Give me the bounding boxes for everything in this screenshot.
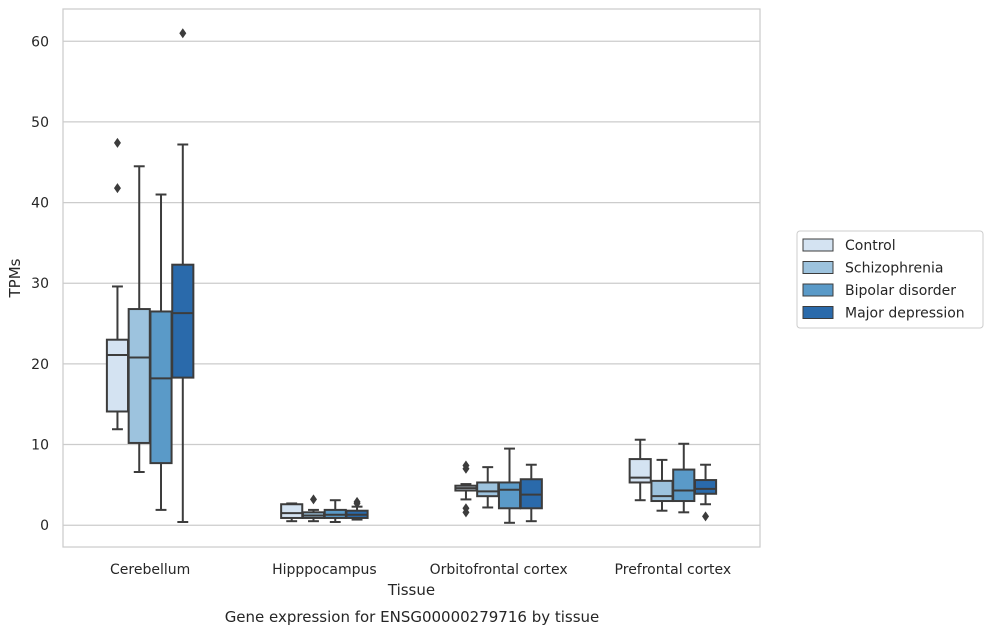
outlier-point <box>462 463 470 474</box>
legend-swatch <box>802 283 834 297</box>
box-body <box>497 481 522 510</box>
box-body <box>693 479 718 495</box>
x-tick-label: Cerebellum <box>110 562 190 578</box>
legend-label: Schizophrenia <box>845 261 943 277</box>
box-body <box>127 308 151 444</box>
outlier-point <box>353 498 361 509</box>
box <box>149 193 173 511</box>
legend-swatch <box>802 306 834 319</box>
box <box>519 463 543 523</box>
plot-area-frame <box>62 8 761 548</box>
chart-caption: Gene expression for ENSG00000279716 by t… <box>225 608 600 626</box>
x-tick-label: Prefrontal cortex <box>615 562 732 578</box>
box <box>693 463 718 522</box>
legend-label: Major depression <box>845 306 965 322</box>
box <box>105 137 130 431</box>
box <box>650 458 674 512</box>
y-axis-title: TPMs <box>6 258 24 298</box>
legend: Control Schizophrenia Bipolar disorder Majo… <box>796 230 984 329</box>
box <box>628 438 652 502</box>
legend-swatch <box>802 238 834 252</box>
y-tick-label: 60 <box>31 34 49 50</box>
box-body <box>628 458 652 484</box>
box <box>454 460 478 518</box>
box <box>280 502 304 523</box>
legend-label: Control <box>845 238 896 254</box>
outlier-point <box>113 137 121 148</box>
box-body <box>672 468 696 503</box>
legend-swatch <box>802 261 834 274</box>
box <box>301 494 326 523</box>
outlier-point <box>702 511 710 522</box>
box-body <box>105 338 130 413</box>
x-tick-label: Orbitofrontal cortex <box>430 562 568 578</box>
outlier-point <box>309 494 317 505</box>
y-tick-label: 30 <box>31 276 49 292</box>
y-tick-label: 0 <box>40 518 49 534</box>
box <box>672 442 696 514</box>
box-body <box>149 310 173 465</box>
legend-frame <box>796 230 984 329</box>
box <box>127 165 151 473</box>
outlier-point <box>113 183 121 194</box>
box <box>345 496 369 521</box>
outlier-point <box>179 28 187 39</box>
y-tick-label: 10 <box>31 438 49 454</box>
boxes <box>105 28 718 524</box>
box <box>171 28 195 523</box>
box-body <box>280 503 304 519</box>
box-body <box>171 263 195 379</box>
x-tick-label: Hipppocampus <box>272 562 377 578</box>
y-tick-label: 40 <box>31 196 49 212</box>
y-tick-label: 20 <box>31 357 49 373</box>
box <box>476 466 500 509</box>
box-body <box>476 481 500 498</box>
y-tick-label: 50 <box>31 115 49 131</box>
legend-label: Bipolar disorder <box>845 283 956 299</box>
x-axis-title: Tissue <box>387 581 435 599</box>
box <box>323 499 347 523</box>
y-axis-ticks: 0 10 20 30 40 50 60 <box>31 34 49 534</box>
box <box>497 447 522 524</box>
x-axis-ticks: Cerebellum Hipppocampus Orbitofrontal cort… <box>110 562 731 578</box>
box-body <box>650 479 674 503</box>
legend-items: Control Schizophrenia Bipolar disorder Majo… <box>802 238 965 322</box>
outlier-point <box>462 507 470 518</box>
